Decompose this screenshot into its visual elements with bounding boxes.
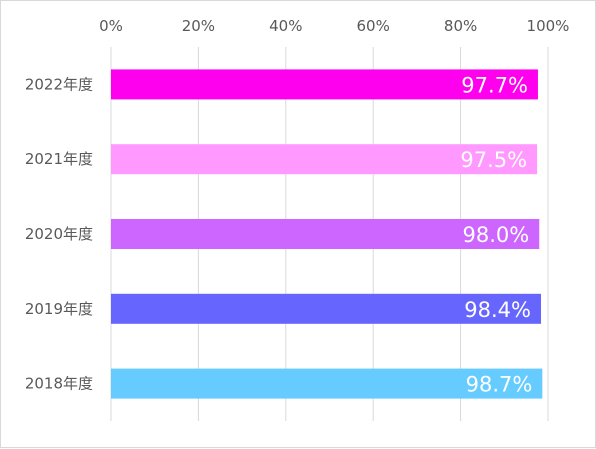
category-label: 2020年度 — [25, 225, 93, 243]
x-tick-label: 100% — [527, 17, 570, 35]
bar — [111, 368, 543, 399]
bar — [111, 69, 538, 100]
x-tick-label: 0% — [99, 17, 123, 35]
x-tick-label: 40% — [269, 17, 302, 35]
data-label: 98.0% — [463, 223, 530, 247]
x-tick-label: 60% — [357, 17, 390, 35]
category-label: 2022年度 — [25, 75, 93, 93]
bar — [111, 293, 542, 324]
category-label: 2021年度 — [25, 150, 93, 168]
bar — [111, 219, 540, 249]
category-label: 2019年度 — [25, 300, 93, 318]
data-label: 97.5% — [460, 148, 527, 172]
x-tick-label: 20% — [182, 17, 215, 35]
data-label: 98.4% — [464, 298, 531, 322]
data-label: 97.7% — [461, 73, 528, 97]
bar — [111, 144, 538, 175]
data-label: 98.7% — [466, 373, 533, 397]
x-tick-label: 80% — [444, 17, 477, 35]
category-label: 2018年度 — [25, 375, 93, 393]
